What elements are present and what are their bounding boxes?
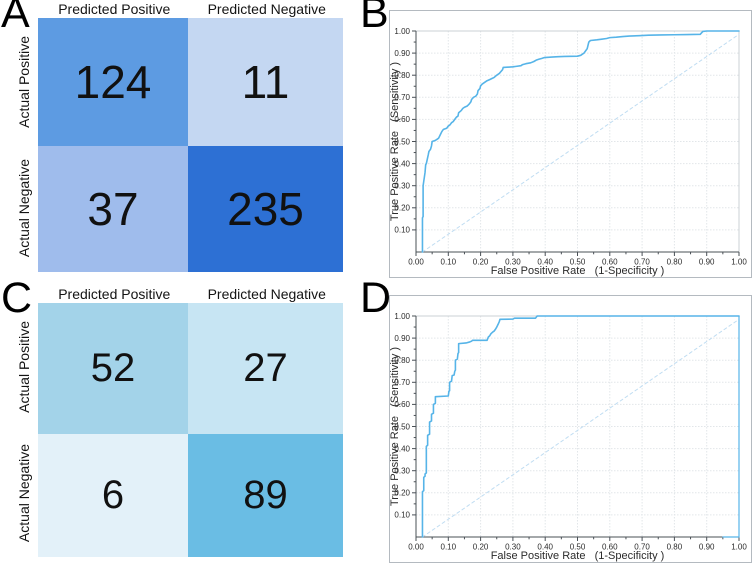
svg-text:True Positive Rate (Sensitiv: True Positive Rate (Sensitivity ) xyxy=(389,347,401,506)
svg-text:0.50: 0.50 xyxy=(570,543,586,552)
svg-text:0.90: 0.90 xyxy=(699,258,715,267)
svg-text:0.80: 0.80 xyxy=(394,356,410,365)
svg-text:0.90: 0.90 xyxy=(394,334,410,343)
svg-text:True Positive Rate (Sensitiv: True Positive Rate (Sensitivity ) xyxy=(389,62,401,221)
svg-text:0.40: 0.40 xyxy=(394,444,410,453)
svg-text:1.00: 1.00 xyxy=(394,312,410,321)
svg-text:False Positive Rate (1-Speci: False Positive Rate (1-Specificity ) xyxy=(491,265,665,277)
row-headers: Actual Positive Actual Negative xyxy=(11,303,36,557)
svg-text:0.60: 0.60 xyxy=(394,400,410,409)
roc-chart-b: 0.00 0.10 0.20 0.30 0.40 0.50 0.60 0.70 0.80 0.90… xyxy=(389,10,752,278)
cell-true-negative: 89 xyxy=(188,434,343,557)
svg-text:0.20: 0.20 xyxy=(394,204,410,213)
roc-plot-svg: 0.00 0.10 0.20 0.30 0.40 0.50 0.60 0.70 0.80 0.90… xyxy=(389,295,752,563)
svg-text:0.50: 0.50 xyxy=(570,258,586,267)
svg-text:0.00: 0.00 xyxy=(408,258,424,267)
cell-true-negative: 235 xyxy=(188,146,343,272)
svg-text:0.10: 0.10 xyxy=(394,226,410,235)
svg-text:0.20: 0.20 xyxy=(473,258,489,267)
panel-label-a: A xyxy=(1,0,30,37)
svg-text:0.50: 0.50 xyxy=(394,422,410,431)
cell-false-negative: 27 xyxy=(188,303,343,434)
svg-text:0.70: 0.70 xyxy=(394,93,410,102)
svg-text:0.80: 0.80 xyxy=(394,71,410,80)
svg-text:0.40: 0.40 xyxy=(537,543,553,552)
matrix-grid: 52 27 6 89 xyxy=(38,303,343,557)
cell-false-negative: 11 xyxy=(188,18,343,146)
svg-text:0.70: 0.70 xyxy=(634,543,650,552)
svg-text:0.30: 0.30 xyxy=(394,467,410,476)
svg-text:0.90: 0.90 xyxy=(394,49,410,58)
cell-false-positive: 37 xyxy=(38,146,188,272)
svg-text:0.30: 0.30 xyxy=(394,182,410,191)
column-header-predicted-negative: Predicted Negative xyxy=(207,286,326,302)
confusion-matrix-a: Predicted Positive Predicted Negative Ac… xyxy=(0,0,377,285)
svg-text:0.80: 0.80 xyxy=(667,258,683,267)
panel-label-b: B xyxy=(360,0,389,37)
matrix-grid: 124 11 37 235 xyxy=(38,18,343,272)
svg-text:0.60: 0.60 xyxy=(602,258,618,267)
svg-text:0.10: 0.10 xyxy=(441,258,457,267)
row-header-actual-positive: Actual Positive xyxy=(15,320,32,413)
svg-text:0.70: 0.70 xyxy=(634,258,650,267)
svg-text:1.00: 1.00 xyxy=(731,543,747,552)
svg-text:0.40: 0.40 xyxy=(394,159,410,168)
row-headers: Actual Positive Actual Negative xyxy=(11,18,36,272)
svg-text:0.50: 0.50 xyxy=(394,137,410,146)
svg-text:0.00: 0.00 xyxy=(408,543,424,552)
svg-text:0.30: 0.30 xyxy=(505,543,521,552)
cell-true-positive: 52 xyxy=(38,303,188,434)
svg-text:0.40: 0.40 xyxy=(537,258,553,267)
svg-text:False Positive Rate (1-Speci: False Positive Rate (1-Specificity ) xyxy=(491,550,665,562)
svg-text:0.20: 0.20 xyxy=(394,489,410,498)
cell-false-positive: 6 xyxy=(38,434,188,557)
svg-text:0.20: 0.20 xyxy=(473,543,489,552)
svg-text:0.10: 0.10 xyxy=(441,543,457,552)
panel-label-d: D xyxy=(360,274,392,322)
roc-plot-svg: 0.00 0.10 0.20 0.30 0.40 0.50 0.60 0.70 0.80 0.90… xyxy=(389,10,752,278)
svg-text:0.60: 0.60 xyxy=(602,543,618,552)
row-header-actual-negative: Actual Negative xyxy=(15,159,32,258)
svg-text:0.60: 0.60 xyxy=(394,115,410,124)
column-header-predicted-positive: Predicted Positive xyxy=(58,1,171,17)
column-headers: Predicted Positive Predicted Negative xyxy=(38,286,343,302)
column-headers: Predicted Positive Predicted Negative xyxy=(38,1,343,17)
column-header-predicted-positive: Predicted Positive xyxy=(58,286,171,302)
svg-text:0.90: 0.90 xyxy=(699,543,715,552)
row-header-actual-positive: Actual Positive xyxy=(15,35,32,128)
svg-text:0.80: 0.80 xyxy=(667,543,683,552)
svg-text:0.70: 0.70 xyxy=(394,378,410,387)
confusion-matrix-c: Predicted Positive Predicted Negative Ac… xyxy=(0,285,377,569)
row-header-actual-negative: Actual Negative xyxy=(15,444,32,543)
svg-text:1.00: 1.00 xyxy=(394,27,410,36)
panel-label-c: C xyxy=(1,274,33,322)
column-header-predicted-negative: Predicted Negative xyxy=(207,1,326,17)
roc-chart-d: 0.00 0.10 0.20 0.30 0.40 0.50 0.60 0.70 0.80 0.90… xyxy=(389,295,752,563)
svg-text:0.30: 0.30 xyxy=(505,258,521,267)
svg-text:0.10: 0.10 xyxy=(394,511,410,520)
cell-true-positive: 124 xyxy=(38,18,188,146)
svg-text:1.00: 1.00 xyxy=(731,258,747,267)
